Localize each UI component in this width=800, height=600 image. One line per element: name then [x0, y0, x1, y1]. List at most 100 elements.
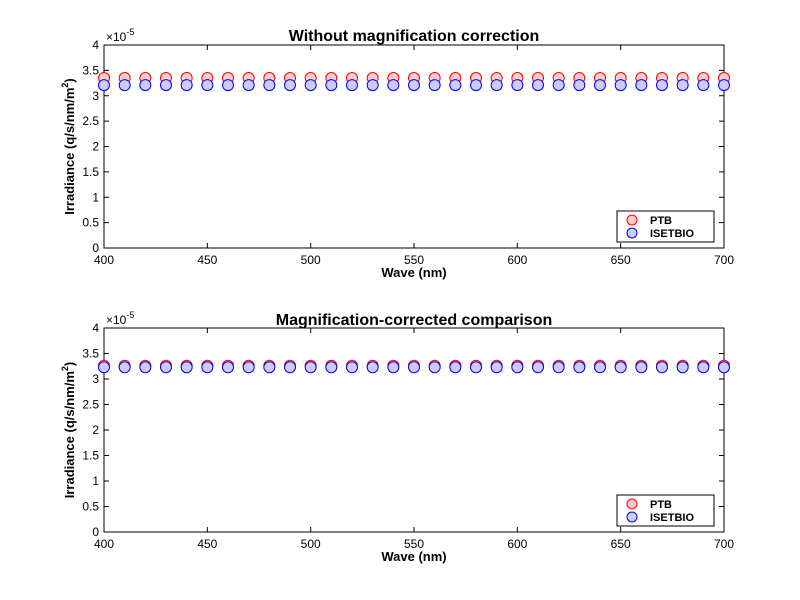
data-point-isetbio — [346, 79, 358, 92]
data-point-isetbio — [656, 79, 668, 92]
data-point-isetbio — [242, 79, 255, 92]
y-tick-label: 3 — [92, 372, 99, 386]
data-point-isetbio — [676, 361, 689, 374]
legend-label-ptb: PTB — [650, 499, 672, 511]
data-point-isetbio — [98, 361, 110, 374]
axis-exponent: ×10-5 — [106, 27, 134, 44]
y-tick-label: 3 — [92, 89, 99, 103]
series-isetbio — [98, 79, 730, 92]
x-tick-label: 400 — [94, 537, 114, 551]
data-point-isetbio — [284, 79, 296, 92]
data-point-isetbio — [201, 361, 214, 374]
x-axis-label: Wave (nm) — [381, 549, 446, 564]
data-point-isetbio — [304, 79, 317, 92]
data-point-isetbio — [470, 361, 482, 374]
data-point-isetbio — [470, 79, 482, 92]
data-point-isetbio — [552, 79, 565, 92]
legend-marker-ptb — [626, 214, 638, 226]
data-point-isetbio — [201, 79, 214, 92]
data-point-isetbio — [242, 361, 255, 374]
x-tick-label: 500 — [301, 253, 321, 267]
data-point-isetbio — [490, 79, 503, 92]
data-point-isetbio — [284, 361, 296, 374]
exponent-base: ×10 — [106, 30, 127, 44]
exponent-power: -5 — [126, 310, 134, 320]
data-point-isetbio — [718, 361, 730, 374]
x-tick-label: 500 — [301, 537, 321, 551]
data-point-isetbio — [428, 79, 441, 92]
y-tick-label: 1.5 — [82, 449, 99, 463]
data-point-isetbio — [118, 361, 131, 374]
data-point-isetbio — [387, 79, 400, 92]
data-point-isetbio — [325, 79, 338, 92]
chart-title: Without magnification correction — [289, 28, 540, 45]
data-point-isetbio — [180, 361, 193, 374]
data-point-isetbio — [449, 361, 462, 374]
y-tick-label: 1.5 — [82, 165, 99, 179]
x-tick-label: 650 — [611, 537, 631, 551]
y-tick-label: 0 — [92, 525, 99, 539]
data-point-isetbio — [511, 79, 524, 92]
x-tick-label: 600 — [507, 253, 527, 267]
x-tick-label: 550 — [404, 253, 424, 267]
y-tick-label: 2.5 — [82, 114, 99, 128]
data-point-isetbio — [160, 361, 172, 374]
legend-marker-isetbio — [626, 227, 638, 239]
data-point-isetbio — [263, 361, 276, 374]
data-point-isetbio — [98, 79, 110, 92]
data-point-isetbio — [511, 361, 524, 374]
x-tick-label: 400 — [94, 253, 114, 267]
y-tick-label: 1 — [92, 474, 99, 488]
data-point-isetbio — [160, 79, 172, 92]
data-point-isetbio — [118, 79, 131, 92]
x-tick-label: 550 — [404, 537, 424, 551]
data-point-isetbio — [428, 361, 441, 374]
x-tick-label: 450 — [197, 253, 217, 267]
legend-marker-isetbio — [626, 511, 638, 523]
axis-exponent: ×10-5 — [106, 310, 134, 327]
data-point-isetbio — [594, 79, 606, 92]
y-tick-label: 2 — [92, 423, 99, 437]
data-point-isetbio — [222, 361, 234, 374]
data-point-isetbio — [366, 361, 379, 374]
legend-label-ptb: PTB — [650, 215, 672, 227]
data-point-isetbio — [532, 361, 544, 374]
y-tick-label: 3.5 — [82, 347, 99, 361]
data-point-isetbio — [366, 79, 379, 92]
y-axis-label: Irradiance (q/s/nm/m2) — [60, 362, 77, 499]
data-point-isetbio — [180, 79, 193, 92]
data-point-isetbio — [532, 79, 544, 92]
data-point-isetbio — [408, 361, 420, 374]
exponent-base: ×10 — [106, 313, 127, 327]
y-tick-label: 0.5 — [82, 500, 99, 514]
data-point-isetbio — [222, 79, 234, 92]
chart-panel-2: 400 450 500 550 600 650 700 0 0.5 1 1.5 2 2.5 3 3.5 4 ×1… — [60, 310, 734, 564]
legend-label-isetbio: ISETBIO — [650, 228, 694, 240]
data-point-isetbio — [594, 361, 606, 374]
data-point-isetbio — [408, 79, 420, 92]
data-point-isetbio — [635, 361, 648, 374]
x-axis-label: Wave (nm) — [381, 265, 446, 280]
data-point-isetbio — [325, 361, 338, 374]
x-tick-label: 700 — [714, 537, 734, 551]
data-point-isetbio — [697, 361, 710, 374]
data-point-isetbio — [676, 79, 689, 92]
y-tick-label: 0.5 — [82, 216, 99, 230]
legend-label-isetbio: ISETBIO — [650, 512, 694, 524]
data-point-isetbio — [490, 361, 503, 374]
y-tick-label: 2 — [92, 140, 99, 154]
y-axis-label: Irradiance (q/s/nm/m2) — [60, 78, 77, 215]
chart-panel-1: 400 450 500 550 600 650 700 0 0.5 1 1.5 2 2.5 3 3.5 4 ×1… — [60, 27, 734, 280]
data-point-isetbio — [697, 79, 710, 92]
legend-marker-ptb — [626, 498, 638, 510]
data-point-isetbio — [656, 361, 668, 374]
data-point-isetbio — [573, 79, 586, 92]
data-point-isetbio — [635, 79, 648, 92]
x-tick-label: 700 — [714, 253, 734, 267]
data-point-isetbio — [304, 361, 317, 374]
y-tick-label: 4 — [92, 38, 99, 52]
data-point-isetbio — [139, 361, 152, 374]
x-tick-label: 650 — [611, 253, 631, 267]
